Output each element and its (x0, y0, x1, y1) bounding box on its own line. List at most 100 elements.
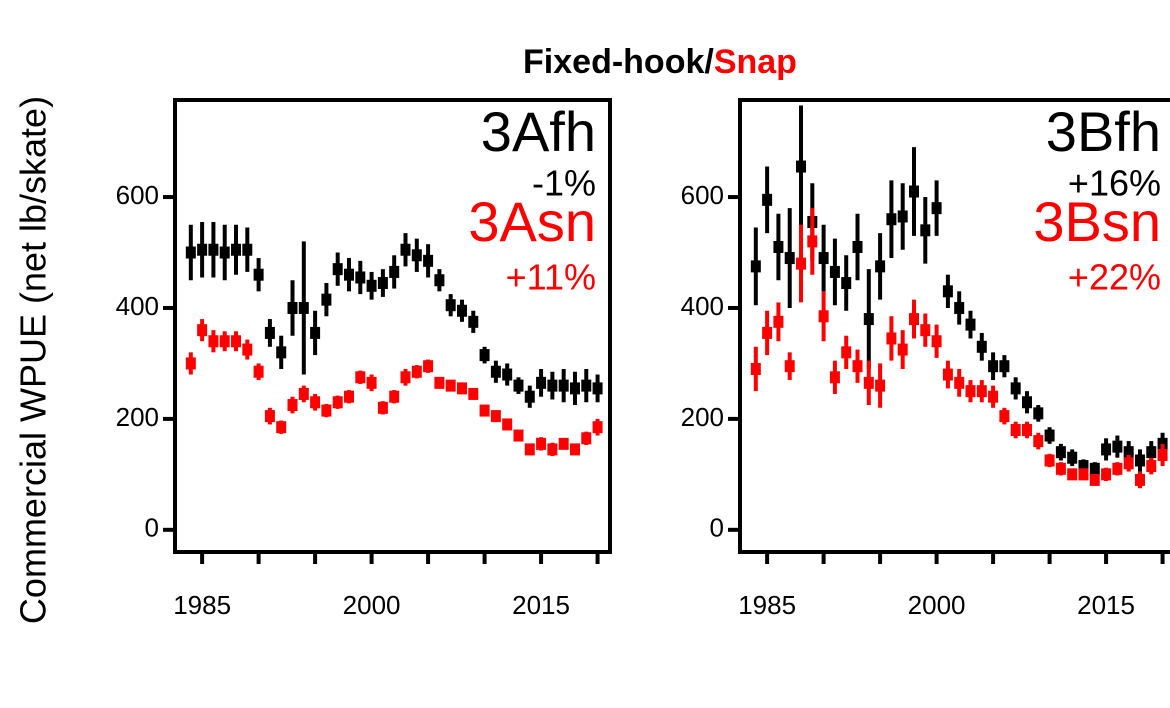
point (287, 399, 298, 412)
point (276, 421, 287, 434)
point (468, 387, 479, 400)
point (287, 301, 298, 314)
point (920, 324, 931, 337)
point (1157, 448, 1168, 461)
point (276, 346, 287, 359)
point (456, 382, 467, 395)
point (581, 432, 592, 445)
point (1067, 468, 1078, 481)
point (344, 390, 354, 403)
point (547, 443, 558, 456)
series-label: 3Asn (468, 190, 596, 253)
point (1089, 462, 1100, 475)
y-tick-label: 200 (681, 402, 724, 432)
point (829, 371, 840, 384)
point (502, 418, 513, 431)
point (502, 368, 513, 381)
point (558, 379, 569, 392)
point (490, 365, 501, 378)
point (762, 326, 773, 339)
point (264, 326, 275, 339)
point (1010, 382, 1021, 395)
point (1078, 468, 1089, 481)
point (400, 371, 411, 384)
figure-title: Fixed-hook/Snap (523, 43, 797, 81)
point (264, 410, 275, 423)
series-change: +16% (1068, 163, 1161, 204)
point (310, 396, 321, 409)
point (185, 246, 196, 259)
point (310, 326, 321, 339)
point (931, 202, 942, 215)
title-part: Fixed-hook/ (523, 43, 714, 81)
point (208, 335, 219, 348)
point (796, 160, 807, 173)
point (954, 301, 965, 314)
series-change: +11% (506, 257, 596, 298)
point (242, 243, 253, 256)
point (377, 401, 388, 414)
point (1078, 460, 1089, 473)
point (988, 390, 999, 403)
series-label: 3Afh (481, 100, 596, 163)
point (1067, 451, 1078, 464)
point (807, 235, 818, 248)
y-tick-label: 400 (116, 291, 159, 321)
point (434, 376, 445, 389)
point (423, 360, 434, 373)
x-tick-label: 1985 (738, 590, 796, 620)
point (298, 387, 309, 400)
point (231, 243, 242, 256)
point (377, 277, 388, 290)
point (886, 213, 897, 226)
point (818, 310, 829, 323)
series-change: -1% (532, 163, 596, 204)
point (1146, 446, 1157, 459)
point (366, 376, 377, 389)
point (976, 340, 987, 353)
point (456, 304, 467, 317)
point (863, 376, 874, 389)
point (592, 421, 603, 434)
point (796, 257, 807, 270)
plot-frame (173, 98, 612, 554)
point (829, 265, 840, 278)
point (965, 385, 976, 398)
point (197, 324, 208, 337)
point (1044, 454, 1055, 467)
point (1021, 396, 1032, 409)
point (920, 224, 931, 237)
point (1033, 435, 1044, 448)
point (784, 252, 795, 265)
y-tick-label: 0 (145, 513, 159, 543)
point (411, 365, 422, 378)
point (231, 335, 242, 348)
point (1101, 443, 1112, 456)
point (1089, 473, 1100, 486)
point (253, 268, 264, 281)
point (400, 243, 411, 256)
point (784, 360, 795, 373)
point (942, 368, 953, 381)
point (1123, 457, 1134, 470)
y-axis-title: Commercial WPUE (net lb/skate) (13, 96, 54, 624)
point (445, 379, 456, 392)
point (219, 335, 230, 348)
point (1055, 446, 1066, 459)
point (773, 315, 784, 328)
point (976, 385, 987, 398)
point (1112, 440, 1123, 453)
point (1123, 446, 1134, 459)
point (479, 349, 490, 362)
point (569, 443, 580, 456)
point (1021, 423, 1032, 436)
point (988, 360, 999, 373)
point (434, 274, 445, 287)
point (965, 318, 976, 331)
point (1134, 473, 1145, 486)
point (875, 260, 886, 273)
point (909, 313, 919, 326)
point (954, 376, 965, 389)
point (208, 243, 219, 256)
x-tick-label: 2000 (908, 590, 966, 620)
